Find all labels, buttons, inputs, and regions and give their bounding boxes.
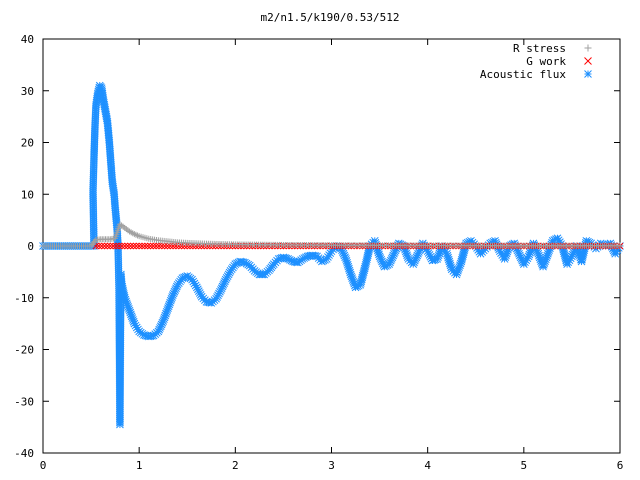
y-tick-label: 10 [21, 188, 34, 201]
data-point [104, 242, 111, 250]
data-point [98, 242, 106, 250]
data-point [127, 242, 134, 250]
legend-label: Acoustic flux [480, 68, 566, 81]
data-point [427, 242, 434, 250]
data-point [106, 242, 114, 250]
data-point [336, 242, 344, 250]
data-point [132, 242, 140, 250]
x-tick-label: 3 [328, 459, 335, 472]
data-point [124, 242, 131, 250]
data-point [109, 242, 117, 250]
data-point [345, 242, 352, 250]
data-point [415, 242, 423, 250]
data-point [181, 242, 188, 250]
data-point [356, 242, 364, 250]
data-point [101, 242, 108, 250]
data-point [390, 242, 398, 250]
data-point [115, 242, 123, 250]
data-point [149, 242, 157, 250]
data-point [362, 242, 369, 250]
legend-marker [584, 44, 592, 52]
y-tick-label: 0 [27, 240, 34, 253]
y-tick-label: 40 [21, 33, 34, 46]
data-point [617, 242, 623, 249]
y-tick-label: -20 [14, 344, 34, 357]
data-point [277, 242, 284, 250]
data-point [161, 242, 168, 250]
data-point [240, 242, 248, 250]
data-point [152, 242, 160, 250]
data-point [192, 242, 200, 250]
data-point [138, 242, 146, 250]
data-point [282, 242, 290, 250]
x-tick-label: 0 [40, 459, 47, 472]
data-point [288, 242, 296, 250]
data-point [147, 242, 154, 250]
data-point [421, 242, 429, 250]
x-tick-label: 6 [617, 459, 624, 472]
data-point [407, 242, 415, 250]
data-point [141, 242, 149, 250]
data-point [376, 242, 383, 250]
chart-title: m2/n1.5/k190/0.53/512 [260, 11, 399, 24]
y-tick-label: 20 [21, 137, 34, 150]
data-point [330, 242, 338, 250]
y-tick-label: -40 [14, 447, 34, 460]
data-point [95, 242, 103, 250]
x-tick-label: 2 [232, 459, 239, 472]
data-point [265, 242, 273, 250]
data-point [319, 242, 327, 250]
data-point [271, 242, 279, 250]
x-tick-label: 4 [424, 459, 431, 472]
data-point [144, 242, 152, 250]
data-point [135, 242, 143, 250]
data-point [158, 242, 166, 250]
x-tick-label: 5 [521, 459, 528, 472]
data-point [396, 242, 403, 250]
data-point [175, 242, 183, 250]
data-point [314, 242, 321, 250]
y-tick-label: 30 [21, 85, 34, 98]
data-point [381, 242, 389, 250]
data-point [370, 242, 378, 250]
legend-marker [584, 57, 592, 65]
data-point [121, 242, 129, 250]
legend-label: R stress [513, 42, 566, 55]
data-point [155, 242, 163, 250]
data-point [169, 242, 177, 250]
data-point [325, 242, 333, 250]
y-tick-label: -10 [14, 292, 34, 305]
data-point [401, 242, 409, 250]
legend-label: G work [526, 55, 566, 68]
data-point [246, 242, 253, 250]
data-point [118, 242, 126, 250]
x-tick-label: 1 [136, 459, 143, 472]
data-point [350, 242, 358, 250]
legend-marker [584, 70, 592, 78]
data-point [294, 242, 301, 250]
data-point [112, 242, 120, 250]
data-point [186, 242, 194, 250]
y-tick-label: -30 [14, 395, 34, 408]
data-point [130, 242, 137, 250]
